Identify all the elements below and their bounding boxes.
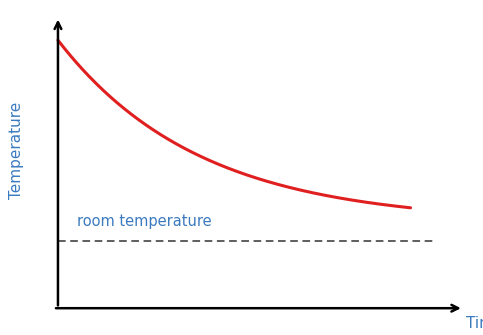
Text: Temperature: Temperature — [9, 102, 25, 199]
Text: room temperature: room temperature — [77, 214, 212, 229]
Text: Time: Time — [466, 316, 483, 331]
